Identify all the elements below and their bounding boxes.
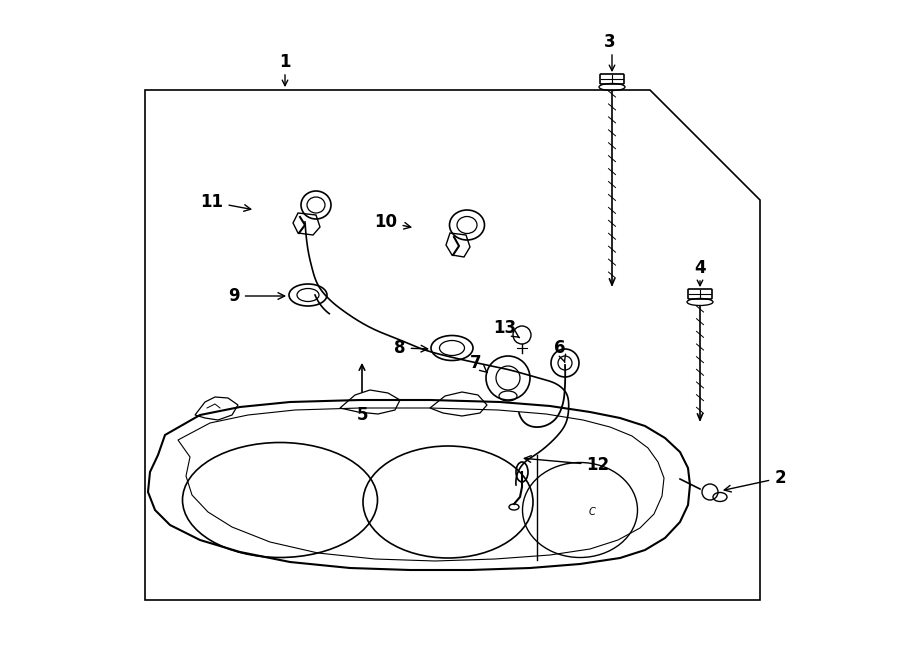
Text: 4: 4	[694, 259, 706, 277]
Text: 12: 12	[525, 455, 609, 474]
Text: 3: 3	[604, 33, 616, 51]
Text: 5: 5	[356, 406, 368, 424]
Text: 6: 6	[554, 339, 566, 362]
Text: 9: 9	[229, 287, 284, 305]
Text: 2: 2	[724, 469, 786, 492]
Text: 1: 1	[279, 53, 291, 71]
Text: 10: 10	[374, 213, 410, 231]
Text: 7: 7	[470, 354, 487, 372]
Text: 11: 11	[201, 193, 251, 212]
Text: 13: 13	[493, 319, 519, 338]
Text: 8: 8	[394, 339, 428, 357]
Text: C: C	[589, 507, 596, 517]
